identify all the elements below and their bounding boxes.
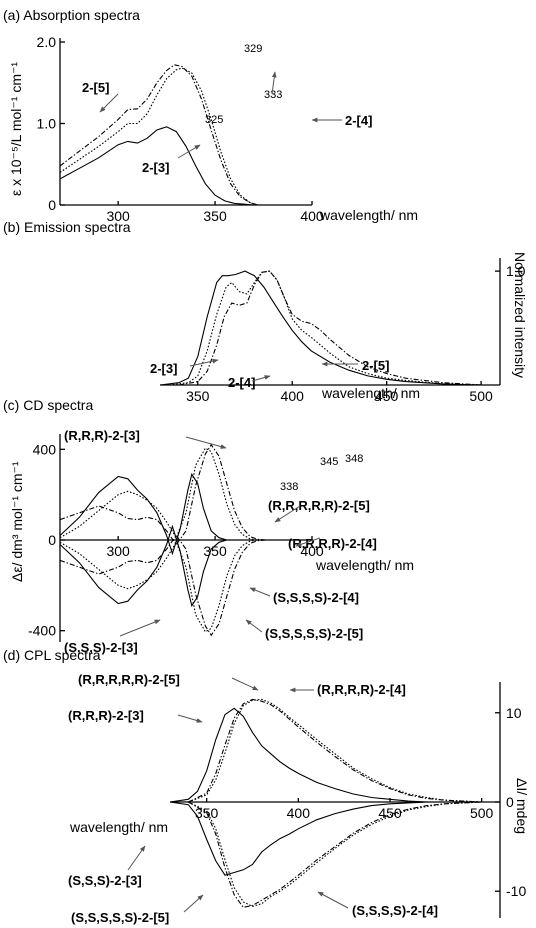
panel-c-ylabel: Δε/ dm³ mol⁻¹ cm⁻¹ <box>9 461 25 582</box>
peak-label-a-333: 333 <box>264 89 282 101</box>
annotation-arrow-13 <box>231 677 259 691</box>
panel-d-title: (d) CPL spectra <box>3 647 101 663</box>
annotation-a-2-3: 2-[3] <box>142 160 169 175</box>
panel-a-series-line-2 <box>59 64 258 206</box>
panel-c-ytick-label: 0 <box>48 532 56 548</box>
peak-label-c-345: 345 <box>320 456 338 468</box>
panel-c-series-line-4 <box>59 443 266 546</box>
panel-c-ytick-label: -400 <box>28 623 56 639</box>
annotation-arrow-4 <box>189 358 219 367</box>
annotation-d-rrr-2-3: (R,R,R)-2-[3] <box>68 708 144 723</box>
panel-d-series-line-2 <box>188 698 482 803</box>
panel-d-series-line-4 <box>188 698 482 803</box>
panel-a-series-line-0 <box>59 126 254 206</box>
panel-d-series-line-5 <box>188 801 482 908</box>
panel-a-series-line-1 <box>59 67 258 206</box>
panel-d-ytick-label: 0 <box>506 794 514 810</box>
panel-d-series-line-3 <box>188 801 482 907</box>
annotation-arrow-9 <box>295 537 321 547</box>
annotation-d-rrrrr-2-5: (R,R,R,R,R)-2-[5] <box>78 672 180 687</box>
annotation-c-rrrrr-2-5: (R,R,R,R,R)-2-[5] <box>268 498 370 513</box>
panel-c-xlabel: wavelength/ nm <box>315 557 414 573</box>
annotation-arrow-0 <box>99 93 119 113</box>
panel-d-series-line-1 <box>169 801 445 876</box>
panel-d-ytick-label: 10 <box>506 705 522 721</box>
annotation-arrow-17 <box>183 894 204 913</box>
peak-label-a-329: 329 <box>244 43 262 55</box>
annotation-arrow-15 <box>177 714 203 723</box>
peak-label-a-325: 325 <box>205 114 223 126</box>
peak-label-c-338: 338 <box>280 481 298 493</box>
annotation-arrow-5 <box>251 375 271 382</box>
panel-c-series-line-2 <box>59 447 258 541</box>
annotation-a-2-5: 2-[5] <box>82 80 109 95</box>
annotation-d-ssss-2-4: (S,S,S,S)-2-[4] <box>352 903 438 918</box>
annotation-d-sss-2-3: (S,S,S)-2-[3] <box>68 873 142 888</box>
annotation-arrow-2 <box>177 144 201 159</box>
panel-a-xtick-label: 350 <box>203 208 227 224</box>
annotation-c-sssss-2-5: (S,S,S,S,S)-2-[5] <box>265 626 363 641</box>
peak-label-c-348: 348 <box>345 453 363 465</box>
annotation-arrow-8 <box>274 505 301 523</box>
panel-c-xtick-label: 300 <box>106 543 130 559</box>
panel-a-title: (a) Absorption spectra <box>3 7 140 23</box>
panel-b-ylabel: Normalized intensity <box>512 252 528 378</box>
annotation-arrow-7 <box>185 436 227 449</box>
panel-a-xtick-label: 400 <box>300 208 324 224</box>
panel-a-ytick-label: 2.0 <box>37 34 57 50</box>
panel-b-ytick-label: 1.0 <box>506 263 526 279</box>
panel-d-xlabel: wavelength/ nm <box>69 819 168 835</box>
annotation-c-ssss-2-4: (S,S,S,S)-2-[4] <box>273 590 359 605</box>
annotation-d-sssss-2-5: (S,S,S,S,S)-2-[5] <box>71 910 169 925</box>
panel-a-xtick-label: 300 <box>106 208 130 224</box>
annotation-b-2-3: 2-[3] <box>150 361 177 376</box>
panel-c-series-line-5 <box>59 534 266 637</box>
panel-c-series-line-0 <box>59 472 254 556</box>
panel-b-series-line-2 <box>178 270 482 386</box>
annotation-d-rrrr-2-4: (R,R,R,R)-2-[4] <box>317 682 406 697</box>
annotation-arrow-10 <box>249 587 271 597</box>
annotation-arrow-16 <box>127 845 146 871</box>
annotation-arrow-11 <box>245 619 263 633</box>
panel-b-xtick-label: 500 <box>469 388 493 404</box>
annotation-arrow-3 <box>271 71 277 95</box>
annotation-b-2-5: 2-[5] <box>362 358 389 373</box>
panel-a-ytick-label: 1.0 <box>37 116 57 132</box>
panel-a-xlabel: wavelength/ nm <box>319 207 418 223</box>
panel-d-ylabel: ΔI/ mdeg <box>514 778 530 834</box>
annotation-b-2-4: 2-[4] <box>228 375 255 390</box>
panel-c-xtick-label: 400 <box>300 543 324 559</box>
panel-d-ytick-label: -10 <box>506 883 526 899</box>
panel-a-ytick-label: 0 <box>48 197 56 213</box>
panel-d-xtick-label: 400 <box>287 805 311 821</box>
panel-c-series-line-3 <box>59 539 258 633</box>
panel-b-xtick-label: 450 <box>375 388 399 404</box>
panel-c-series-line-1 <box>59 524 254 608</box>
panel-b-plot: 1.0 350 400 450 500 <box>159 258 526 404</box>
panel-b-series-line-1 <box>169 270 482 386</box>
panel-c-title: (c) CD spectra <box>3 397 93 413</box>
panel-b-xtick-label: 350 <box>186 388 210 404</box>
panel-a-ylabel: ε x 10⁻⁵/L mol⁻¹ cm⁻¹ <box>8 62 24 196</box>
panel-a-plot: 0 1.0 2.0 300 350 400 <box>37 34 324 224</box>
annotation-arrow-12 <box>119 619 161 637</box>
annotation-c-sss-2-3: (S,S,S)-2-[3] <box>64 640 138 655</box>
annotation-c-rrr-2-3: (R,R,R)-2-[3] <box>64 428 140 443</box>
panel-b-xtick-label: 400 <box>281 388 305 404</box>
panel-b-title: (b) Emission spectra <box>3 219 131 235</box>
panel-d-series-line-0 <box>169 707 445 803</box>
annotation-a-2-4: 2-[4] <box>345 113 372 128</box>
panel-b-series-line-0 <box>159 270 482 386</box>
panel-b-xlabel: wavelength/ nm <box>321 385 420 401</box>
panel-c-ytick-label: 400 <box>33 441 57 457</box>
annotation-arrow-18 <box>317 891 349 909</box>
panel-d-xtick-label: 500 <box>470 805 494 821</box>
